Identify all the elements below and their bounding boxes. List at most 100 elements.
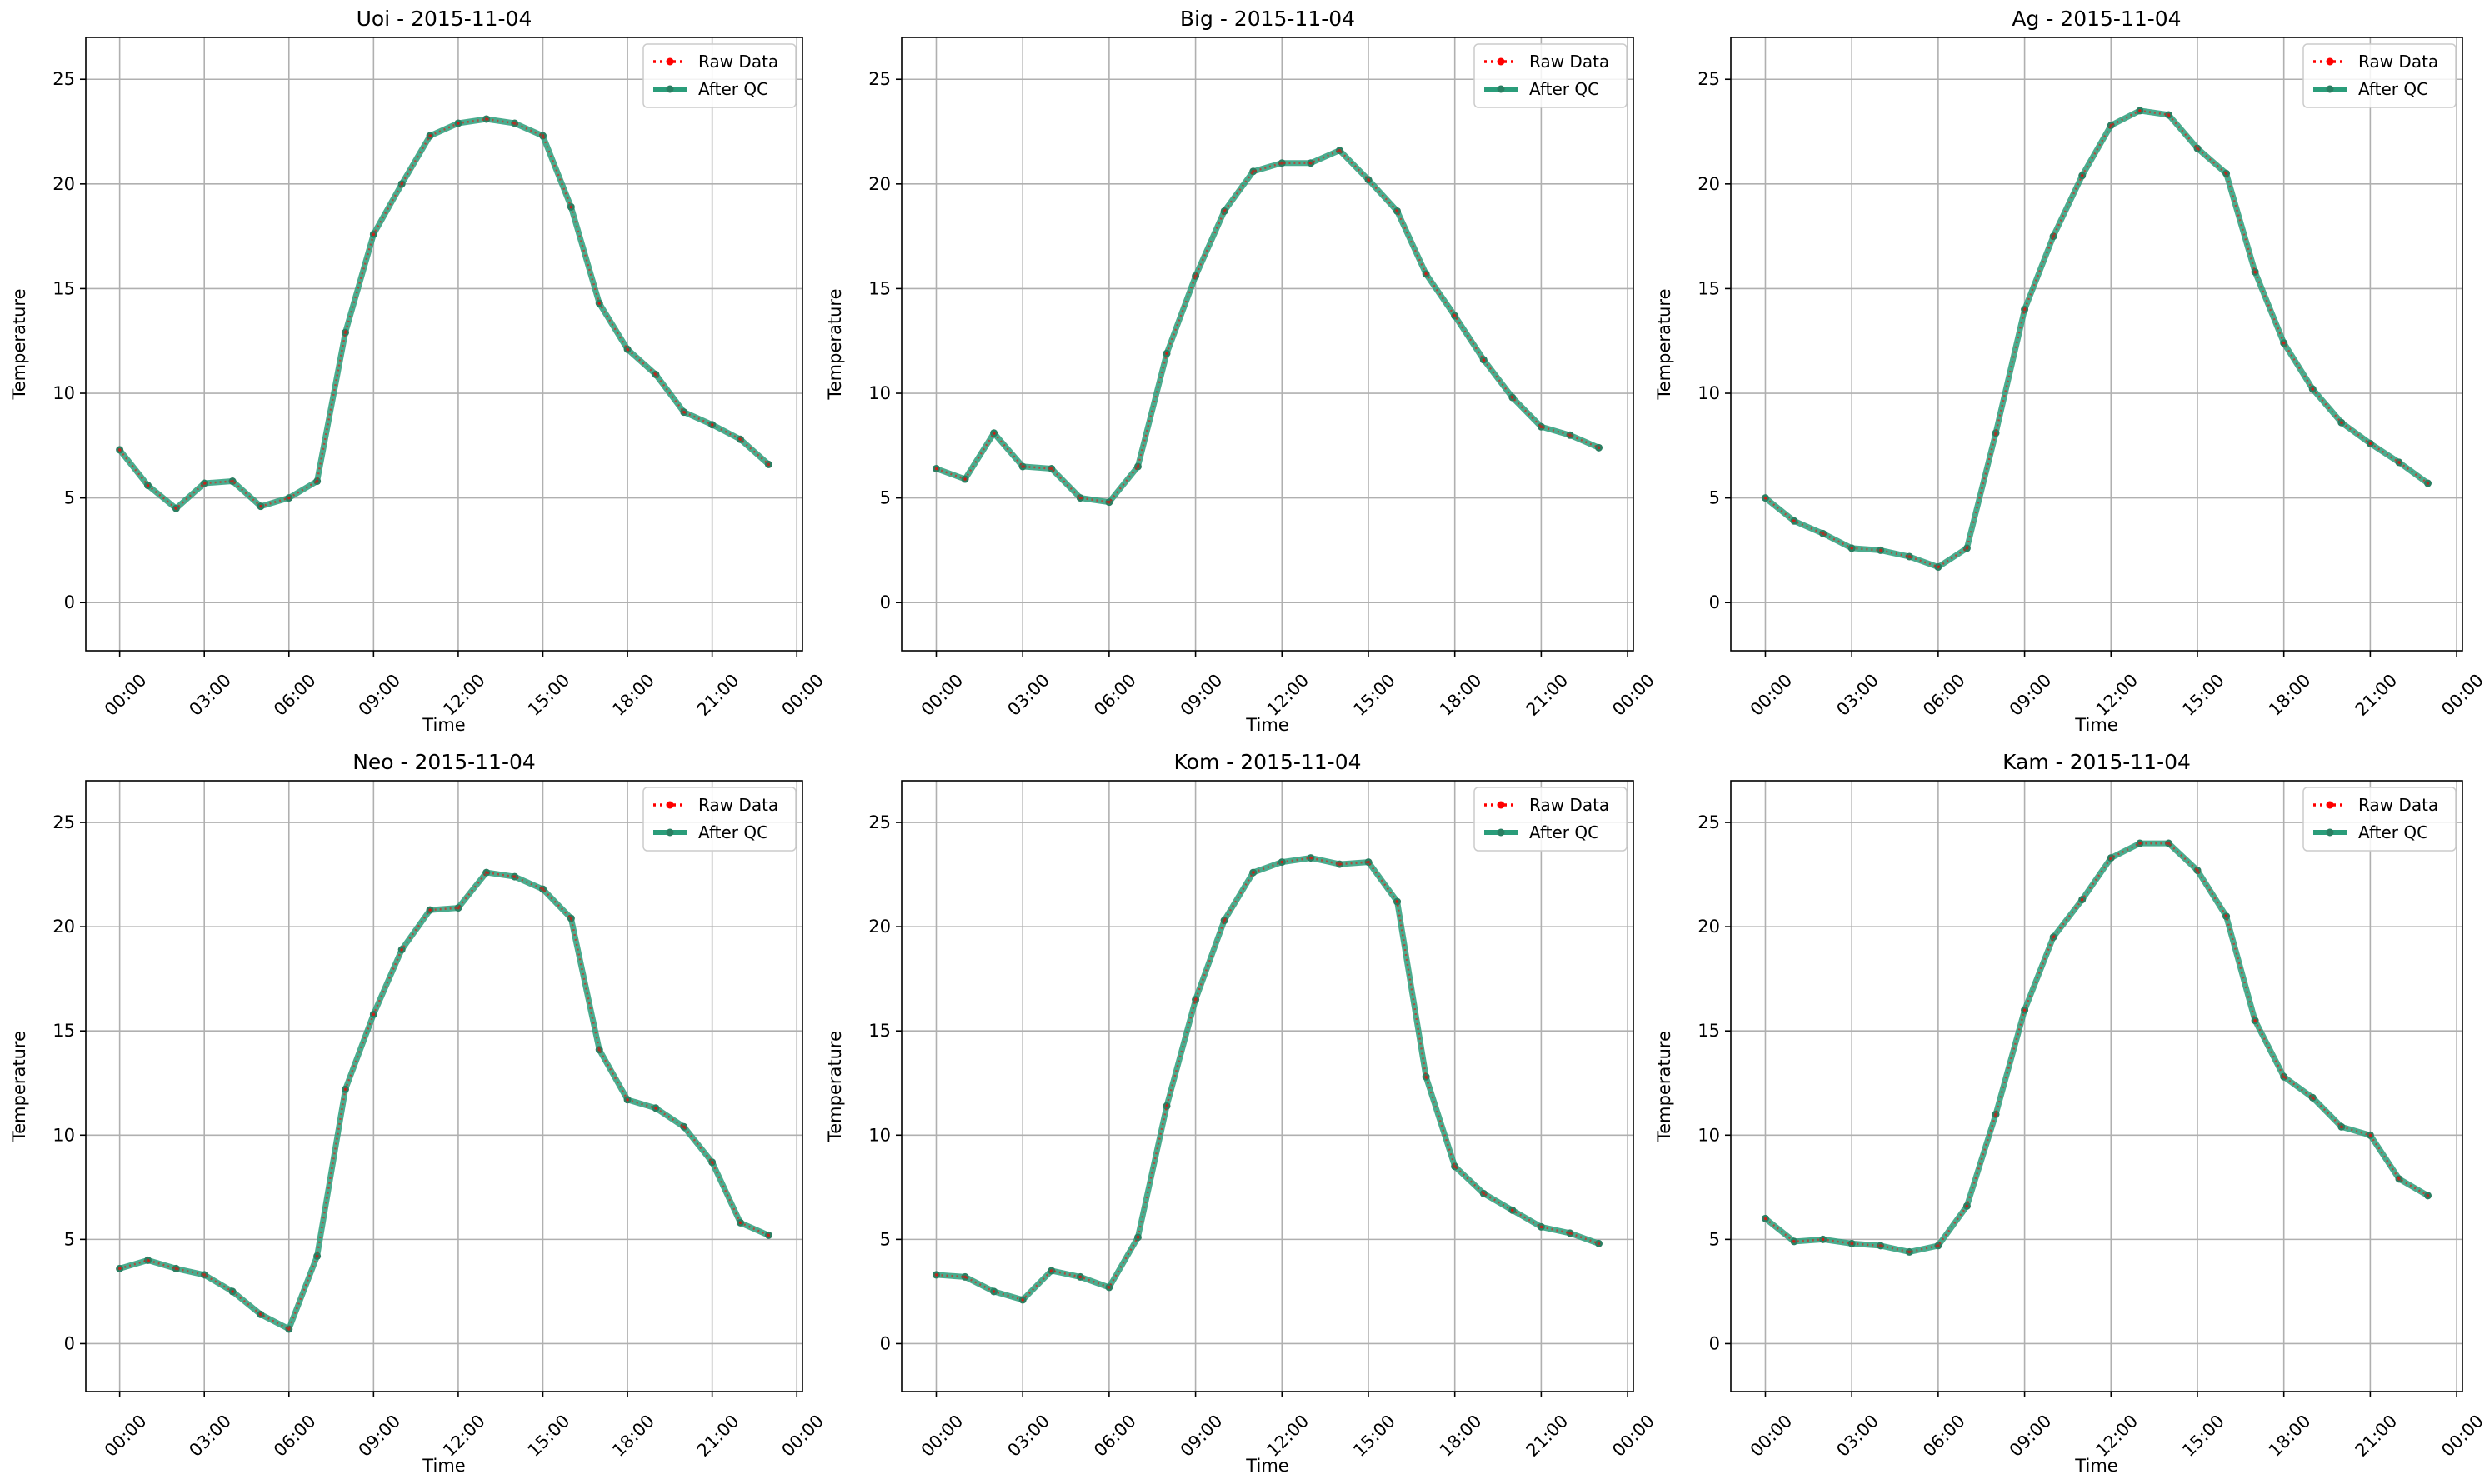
data-point-raw-data [1424, 272, 1428, 276]
data-point-raw-data [202, 482, 207, 485]
x-tick-label: 00:00 [778, 1411, 828, 1461]
data-point-raw-data [541, 887, 545, 891]
data-point-raw-data [738, 1221, 742, 1225]
data-point-raw-data [2311, 1096, 2315, 1100]
y-tick-label: 10 [1698, 383, 1720, 403]
data-point-raw-data [1395, 209, 1399, 213]
y-tick-label: 5 [1709, 1229, 1720, 1249]
data-point-raw-data [231, 479, 234, 483]
data-point-raw-data [1452, 1165, 1457, 1168]
y-tick-label: 0 [880, 592, 891, 612]
legend-label-raw-data: Raw Data [698, 795, 778, 815]
x-axis-label: Time [2074, 1456, 2118, 1476]
x-tick-label: 18:00 [608, 670, 658, 720]
data-point-raw-data [315, 479, 319, 483]
legend-marker-after-qc [2326, 828, 2334, 837]
y-axis-label: Temperature [825, 1031, 845, 1142]
series-line-after-qc [117, 869, 772, 1332]
data-point-raw-data [1136, 465, 1140, 468]
data-point-raw-data [2426, 482, 2430, 485]
data-point-raw-data [1165, 352, 1168, 356]
y-tick-label: 0 [1709, 592, 1720, 612]
data-point-raw-data [767, 462, 771, 467]
legend-label-raw-data: Raw Data [1529, 52, 1609, 72]
data-point-raw-data [2109, 123, 2113, 127]
data-point-raw-data [2340, 421, 2343, 424]
y-tick-label: 20 [868, 174, 891, 194]
legend: Raw Data After QC [1473, 43, 1628, 108]
series-line-after-qc [1762, 840, 2431, 1255]
plot-frame [901, 780, 1634, 1392]
data-point-raw-data [118, 448, 122, 452]
chart-panel-2: 00:00 03:00 06:00 09:00 12:00 15:00 18:00 21:00… [825, 7, 1658, 735]
data-point-raw-data [1251, 169, 1255, 173]
y-tick-label: 10 [868, 1125, 891, 1145]
series-line-raw-data [1764, 842, 2429, 1253]
x-tick-label: 21:00 [2352, 1411, 2402, 1461]
y-tick-label: 25 [1698, 812, 1720, 832]
data-point-raw-data [1078, 496, 1082, 500]
series-line-after-qc [117, 116, 772, 512]
x-tick-label: 21:00 [693, 670, 743, 720]
data-point-raw-data [484, 871, 488, 874]
data-point-raw-data [992, 431, 996, 435]
x-tick-label: 00:00 [2438, 1411, 2485, 1461]
legend-marker-after-qc [666, 85, 674, 93]
data-point-raw-data [512, 875, 517, 878]
x-tick-label: 18:00 [1436, 1411, 1486, 1461]
y-tick-label: 5 [1709, 488, 1720, 508]
x-tick-label: 15:00 [2178, 670, 2228, 720]
x-tick-label: 09:00 [355, 1411, 405, 1461]
data-point-raw-data [1338, 148, 1342, 152]
data-point-raw-data [626, 347, 629, 352]
x-tick-label: 09:00 [2006, 670, 2056, 720]
data-point-raw-data [2282, 1075, 2286, 1079]
chart-panel-6: 00:00 03:00 06:00 09:00 12:00 15:00 18:00 21:00… [1654, 750, 2485, 1476]
data-point-raw-data [541, 134, 545, 137]
data-point-raw-data [512, 122, 517, 125]
x-tick-label: 21:00 [1522, 670, 1572, 720]
x-tick-label: 12:00 [439, 670, 489, 720]
data-point-raw-data [1395, 900, 1399, 903]
data-point-raw-data [1193, 274, 1198, 278]
data-point-raw-data [400, 182, 404, 186]
legend-label-after-qc: After QC [2358, 79, 2428, 99]
data-point-raw-data [146, 483, 150, 487]
x-tick-label: 03:00 [1832, 670, 1882, 720]
legend-label-after-qc: After QC [698, 79, 768, 99]
plot-frame [85, 780, 803, 1392]
series-line-after-qc [933, 855, 1602, 1303]
y-tick-label: 25 [1698, 69, 1720, 89]
x-tick-label: 09:00 [2006, 1411, 2056, 1461]
x-tick-label: 06:00 [1090, 1411, 1140, 1461]
x-tick-label: 18:00 [2265, 1411, 2315, 1461]
data-point-raw-data [1165, 1104, 1168, 1108]
data-point-raw-data [1511, 1208, 1514, 1212]
y-tick-label: 5 [64, 488, 75, 508]
x-tick-label: 00:00 [918, 1411, 968, 1461]
data-point-raw-data [1309, 856, 1312, 860]
data-point-raw-data [738, 437, 742, 442]
x-tick-label: 00:00 [778, 670, 828, 720]
y-tick-label: 10 [1698, 1125, 1720, 1145]
data-point-raw-data [767, 1233, 771, 1237]
legend-marker-raw-data [666, 57, 674, 66]
legend: Raw Data After QC [2302, 787, 2457, 852]
data-point-raw-data [1424, 1075, 1428, 1079]
legend: Raw Data After QC [642, 787, 797, 852]
data-point-raw-data [2138, 109, 2142, 112]
y-axis-label: Temperature [9, 288, 29, 400]
data-point-raw-data [146, 1258, 150, 1262]
data-point-raw-data [710, 1161, 714, 1164]
data-point-raw-data [457, 122, 460, 125]
legend-label-raw-data: Raw Data [698, 52, 778, 72]
data-point-raw-data [1878, 1244, 1882, 1247]
data-point-raw-data [654, 1106, 658, 1110]
data-point-raw-data [654, 372, 658, 377]
y-tick-label: 15 [1698, 1021, 1720, 1041]
x-tick-label: 09:00 [1177, 670, 1227, 720]
data-point-raw-data [1511, 396, 1514, 399]
data-point-raw-data [2253, 1018, 2257, 1022]
data-point-raw-data [372, 232, 376, 236]
